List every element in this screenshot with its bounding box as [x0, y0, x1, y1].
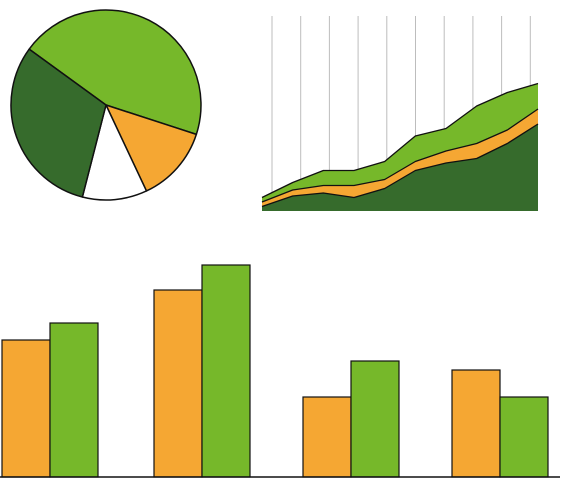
area-series-3-outline [261, 82, 539, 199]
area-series-1-outline [261, 123, 539, 208]
pie-slice-4 [10, 48, 107, 198]
bar-series-2-group-1 [49, 322, 99, 478]
pie-slice-1 [28, 9, 202, 136]
bar-series-1-group-4 [451, 369, 501, 478]
bar-series-1-group-2 [153, 289, 203, 478]
pie-chart [10, 9, 202, 201]
pie-slice-2 [105, 104, 198, 192]
bar-series-1-group-1 [1, 339, 51, 478]
bar-series-2-group-3 [350, 360, 400, 478]
pie-slice-3 [81, 104, 148, 201]
bar-series-2-group-2 [201, 264, 251, 478]
grouped-bar-chart [0, 264, 560, 478]
bar-series-2-group-4 [499, 396, 549, 478]
area-series-2-outline [261, 108, 539, 203]
stacked-area-chart [261, 16, 539, 211]
bar-series-1-group-3 [302, 396, 352, 478]
area-series-1 [262, 124, 538, 211]
